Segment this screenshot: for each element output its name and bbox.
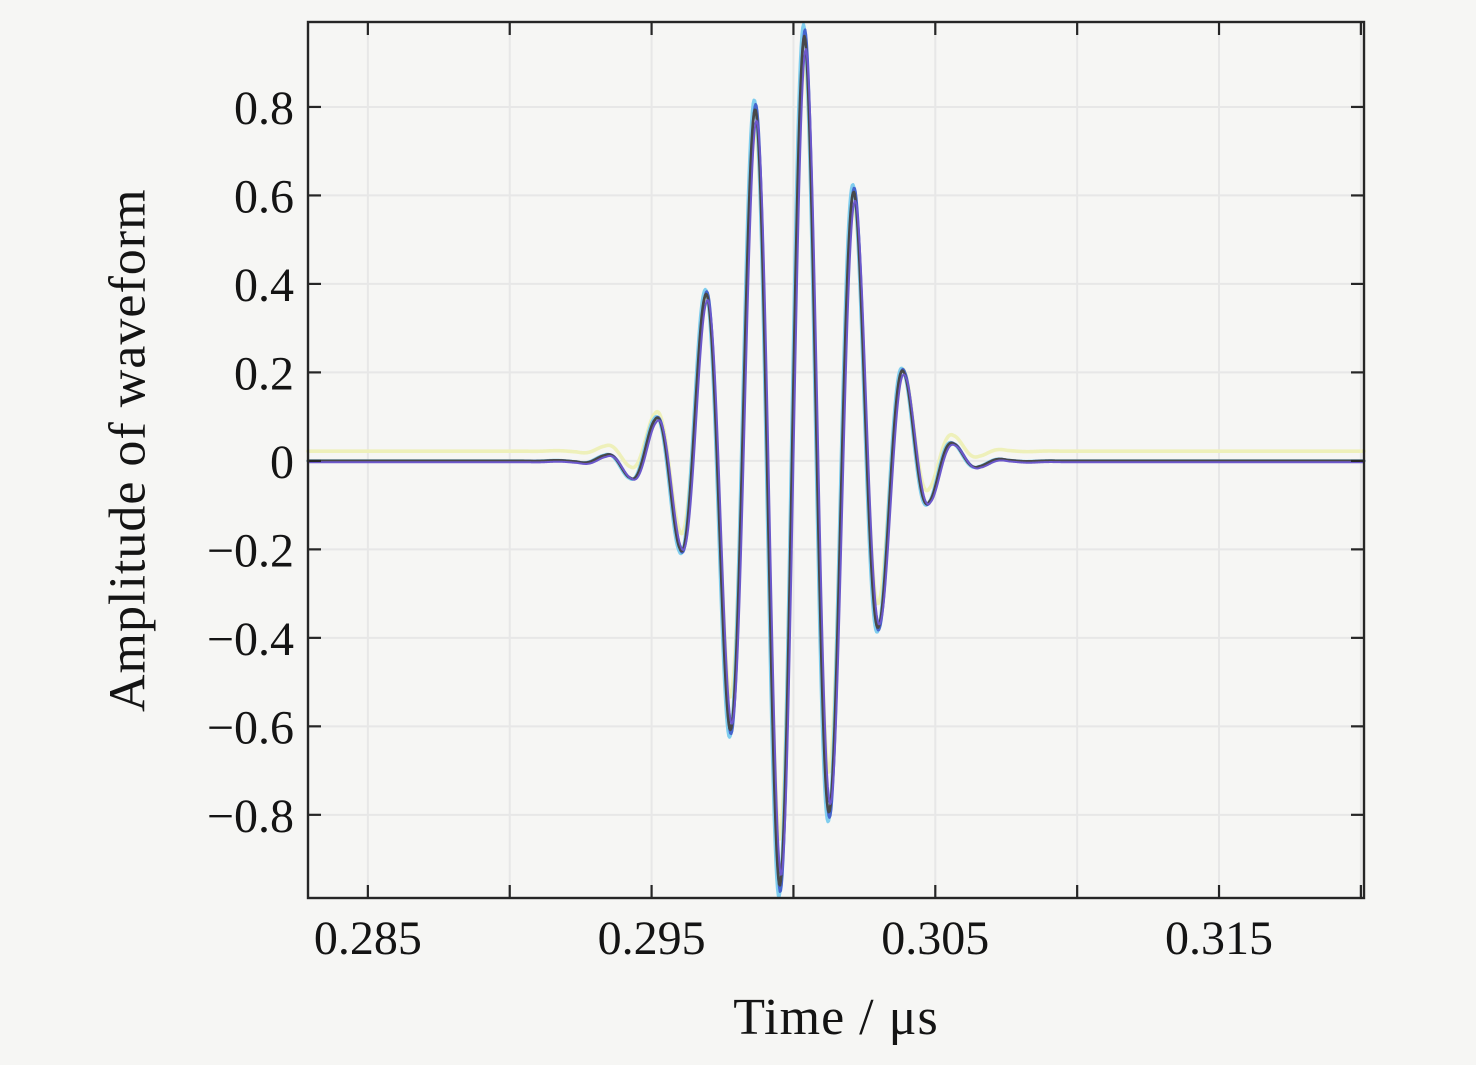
- waveform-gray: [306, 34, 1366, 887]
- x-tick-label: 0.295: [598, 912, 706, 965]
- y-tick-label: −0.8: [207, 790, 294, 843]
- y-axis-title: Amplitude of waveform: [99, 188, 157, 712]
- y-tick-label: 0.6: [234, 170, 294, 223]
- x-tick-label: 0.315: [1165, 912, 1273, 965]
- waveform-purple: [307, 48, 1365, 876]
- y-tick-label: −0.2: [207, 524, 294, 577]
- x-tick-label: 0.305: [881, 912, 989, 965]
- y-tick-label: 0.4: [234, 259, 294, 312]
- x-tick-label: 0.285: [314, 912, 422, 965]
- y-tick-label: 0.2: [234, 347, 294, 400]
- y-tick-label: −0.6: [207, 701, 294, 754]
- x-axis-title: Time / μs: [733, 989, 939, 1046]
- y-tick-label: 0: [270, 436, 294, 489]
- y-tick-label: 0.8: [234, 82, 294, 135]
- y-tick-label: −0.4: [207, 613, 294, 666]
